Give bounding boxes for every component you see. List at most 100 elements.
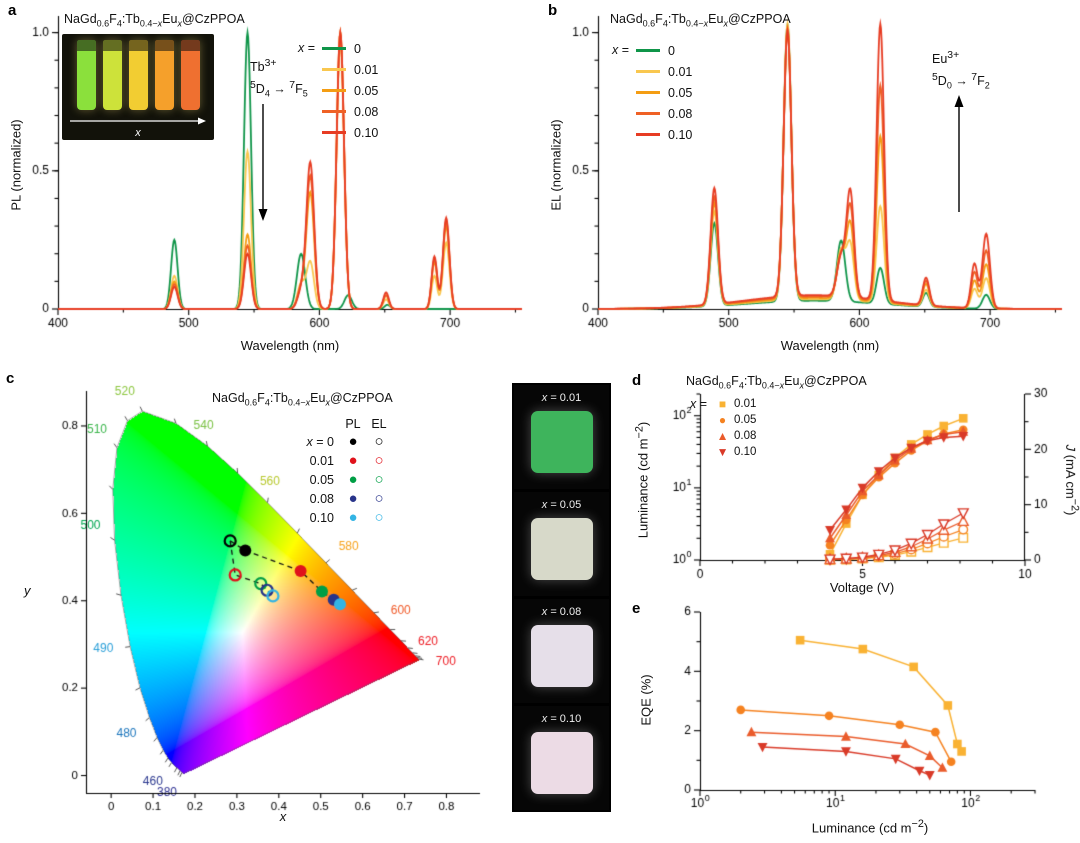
- device-photo: x = 0.10: [514, 706, 609, 810]
- panel-c-title: NaGd0.6F4:Tb0.4−xEux@CzPPOA: [212, 391, 393, 408]
- panel-d-left-ylabel: Luminance (cd m−2): [633, 421, 651, 539]
- legend-header: x =: [298, 41, 316, 55]
- legend-item: 0.10: [636, 124, 692, 145]
- series-color-swatch: [636, 70, 661, 73]
- panel-label-b: b: [548, 2, 558, 19]
- device-photo-label: x = 0.10: [541, 713, 582, 725]
- series-color-swatch: [636, 112, 661, 115]
- legend-item: ● 0.05: [714, 412, 757, 428]
- el-open-marker: ○: [374, 490, 384, 507]
- panel-b-legend: x = 0 0.01 0.05 0.08 0.10: [612, 40, 692, 145]
- vial-photo: [128, 40, 148, 110]
- inset-x-axis-arrow-icon: [70, 117, 206, 125]
- panel-c-xlabel: x: [279, 809, 287, 824]
- series-color-swatch: [636, 49, 661, 52]
- panel-c-cie-diagram: c NaGd0.6F4:Tb0.4−xEux@CzPPOA PL EL x = …: [0, 365, 625, 843]
- panel-a-title: NaGd0.6F4:Tb0.4−xEux@CzPPOA: [64, 12, 245, 29]
- el-open-marker: ○: [374, 433, 384, 450]
- panel-a-ylabel: PL (normalized): [8, 119, 24, 211]
- vial-photo: [154, 40, 174, 110]
- emitting-device-image: [530, 625, 593, 687]
- panel-d-title: NaGd0.6F4:Tb0.4−xEux@CzPPOA: [686, 374, 867, 391]
- device-photo-label: x = 0.01: [541, 392, 582, 404]
- el-device-photos: x = 0.01 x = 0.05 x = 0.08 x = 0.10: [512, 383, 611, 812]
- pl-filled-marker: ●: [348, 509, 358, 526]
- series-color-swatch: [322, 89, 347, 92]
- vial-photo: [102, 40, 122, 110]
- panel-label-d: d: [632, 372, 642, 389]
- emitting-device-image: [530, 411, 593, 473]
- el-spectra-chart: [540, 0, 1080, 365]
- legend-header: x =: [690, 397, 708, 411]
- vial-photo: [180, 40, 200, 110]
- emitting-device-image: [530, 732, 593, 794]
- luminance-voltage-chart: [630, 368, 1080, 600]
- triangle-up-marker-icon: ▲: [716, 429, 729, 443]
- legend-item: 0.05: [322, 80, 378, 101]
- panel-e-eqe-luminance: e Luminance (cd m−2) EQE (%): [630, 600, 1080, 843]
- panel-a-pl-spectra: a NaGd0.6F4:Tb0.4−xEux@CzPPOA x x = 0: [0, 0, 540, 365]
- vial-photo: [76, 40, 96, 110]
- panel-b-title: NaGd0.6F4:Tb0.4−xEux@CzPPOA: [610, 12, 791, 29]
- eu-transition-annotation: Eu3+ 5D0 → 7F2: [932, 50, 990, 91]
- legend-row-label: x = 0: [306, 434, 334, 449]
- panel-d-xlabel: Voltage (V): [829, 580, 895, 595]
- down-arrow-icon: [258, 104, 268, 221]
- pl-filled-marker: ●: [348, 490, 358, 507]
- panel-b-ylabel: EL (normalized): [548, 119, 564, 211]
- pl-filled-marker: ●: [348, 452, 358, 469]
- inset-x-axis-label: x: [135, 127, 141, 139]
- panel-label-a: a: [8, 2, 17, 19]
- legend-item: 0: [636, 40, 692, 61]
- square-marker-icon: ■: [718, 397, 727, 411]
- emitting-device-image: [530, 518, 593, 580]
- device-photo: x = 0.05: [514, 492, 609, 596]
- el-open-marker: ○: [374, 509, 384, 526]
- panel-label-e: e: [632, 600, 641, 617]
- legend-row-label: 0.10: [309, 510, 334, 525]
- vial-row: [62, 34, 214, 110]
- series-color-swatch: [322, 68, 347, 71]
- cie-chromaticity-chart: [8, 377, 506, 839]
- legend-row-label: 0.08: [309, 491, 334, 506]
- panel-b-xlabel: Wavelength (nm): [780, 338, 880, 353]
- panel-d-right-ylabel: J (mA cm−2): [1063, 444, 1080, 516]
- device-photo-label: x = 0.08: [541, 606, 582, 618]
- triangle-down-marker-icon: ▼: [716, 445, 729, 459]
- panel-label-c: c: [6, 370, 15, 387]
- up-arrow-icon: [954, 95, 964, 212]
- legend-row-label: 0.05: [309, 472, 334, 487]
- circle-marker-icon: ●: [718, 413, 727, 427]
- legend-item: 0: [322, 38, 378, 59]
- el-open-marker: ○: [374, 471, 384, 488]
- eqe-luminance-chart: [630, 600, 1080, 840]
- panel-e-xlabel: Luminance (cd m−2): [811, 818, 929, 836]
- tb-transition-annotation: Tb3+ 5D4 → 7F5: [250, 58, 308, 99]
- legend-item: 0.08: [636, 103, 692, 124]
- legend-item: 0.05: [636, 82, 692, 103]
- el-open-marker: ○: [374, 452, 384, 469]
- series-color-swatch: [322, 131, 347, 134]
- panel-a-xlabel: Wavelength (nm): [240, 338, 340, 353]
- panel-c-ylabel: y: [24, 583, 31, 598]
- series-color-swatch: [636, 91, 661, 94]
- pl-filled-marker: ●: [348, 433, 358, 450]
- legend-row-label: 0.01: [309, 453, 334, 468]
- series-color-swatch: [322, 47, 347, 50]
- pl-filled-marker: ●: [348, 471, 358, 488]
- legend-item: 0.08: [322, 101, 378, 122]
- panel-a-legend: x = 0 0.01 0.05 0.08 0.10: [298, 38, 378, 143]
- el-column-header: EL: [371, 417, 387, 431]
- legend-item: 0.10: [322, 122, 378, 143]
- cie-legend: PL EL x = 0 ● ○ 0.01 ● ○ 0.05 ● ○ 0.08 ●…: [290, 417, 392, 526]
- panel-b-el-spectra: b NaGd0.6F4:Tb0.4−xEux@CzPPOA x = 0 0.01…: [540, 0, 1080, 365]
- pl-column-header: PL: [345, 417, 361, 431]
- legend-item: ▼ 0.10: [714, 444, 757, 460]
- panel-d-luminance-voltage: d NaGd0.6F4:Tb0.4−xEux@CzPPOA x = ■ 0.01 …: [630, 368, 1080, 600]
- device-photo: x = 0.01: [514, 385, 609, 489]
- legend-item: 0.01: [322, 59, 378, 80]
- panel-d-legend: x = ■ 0.01 ● 0.05 ▲ 0.08 ▼ 0.10: [690, 396, 756, 460]
- legend-item: 0.01: [636, 61, 692, 82]
- legend-item: ■ 0.01: [714, 396, 757, 412]
